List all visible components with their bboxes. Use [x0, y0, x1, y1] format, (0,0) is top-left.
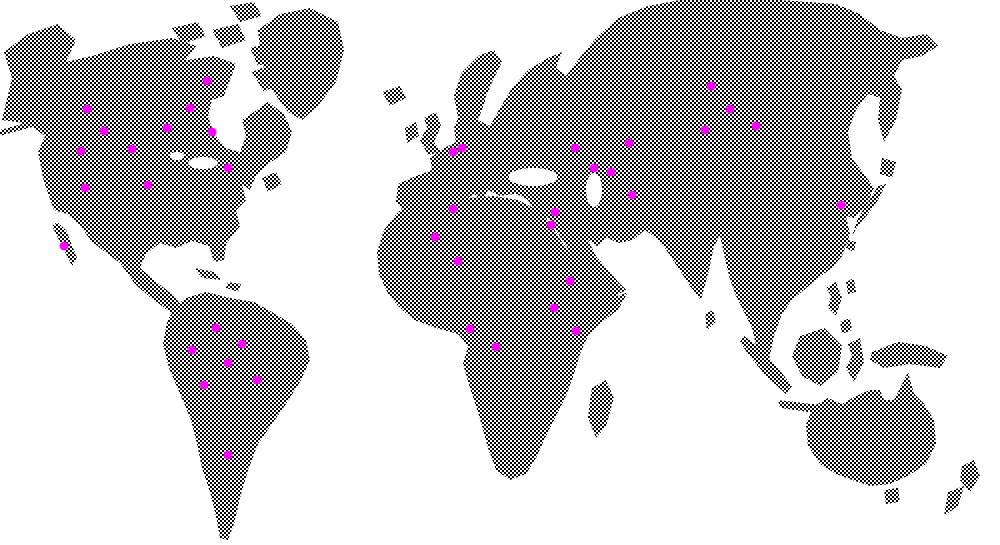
great-britain [420, 112, 441, 155]
great-lakes [188, 157, 218, 169]
location-marker[interactable] [491, 342, 501, 352]
taiwan [846, 278, 856, 294]
new-guinea [870, 342, 948, 368]
location-marker[interactable] [627, 190, 637, 200]
arctic-island [136, 46, 168, 72]
location-marker[interactable] [185, 103, 195, 113]
madagascar [588, 380, 614, 438]
location-marker[interactable] [211, 323, 221, 333]
location-marker[interactable] [202, 76, 212, 86]
location-marker[interactable] [606, 167, 616, 177]
location-marker[interactable] [80, 183, 90, 193]
location-marker[interactable] [430, 232, 440, 242]
location-marker[interactable] [453, 256, 463, 266]
continent-south-america [163, 292, 310, 540]
location-marker[interactable] [59, 241, 69, 251]
location-marker[interactable] [237, 339, 247, 349]
location-marker[interactable] [751, 121, 761, 131]
location-marker[interactable] [187, 345, 197, 355]
arctic-island [230, 2, 262, 22]
continent-africa [377, 194, 628, 480]
location-marker[interactable] [706, 81, 716, 91]
continent-eurasia [396, 0, 938, 368]
hispaniola [226, 282, 241, 292]
location-marker[interactable] [162, 123, 172, 133]
location-marker[interactable] [549, 303, 559, 313]
location-marker[interactable] [199, 380, 209, 390]
aleutian-islands [0, 120, 36, 136]
newfoundland [262, 172, 282, 192]
location-marker[interactable] [725, 104, 735, 114]
location-marker[interactable] [207, 127, 217, 137]
location-marker[interactable] [252, 375, 262, 385]
continent-australia [806, 372, 936, 486]
cuba [194, 268, 222, 280]
location-marker[interactable] [223, 450, 233, 460]
philippines [840, 318, 852, 334]
location-marker[interactable] [571, 326, 581, 336]
new-zealand-north [960, 460, 980, 492]
location-marker[interactable] [570, 143, 580, 153]
location-marker[interactable] [624, 138, 634, 148]
iceland [382, 86, 406, 106]
location-marker[interactable] [127, 144, 137, 154]
sulawesi [846, 338, 864, 382]
sumatra [740, 336, 792, 394]
japan-hokkaido [880, 158, 896, 178]
continents [0, 0, 980, 540]
location-marker[interactable] [836, 200, 846, 210]
japan-honshu [852, 184, 886, 236]
arctic-island [212, 24, 246, 48]
location-marker[interactable] [550, 207, 560, 217]
inland-water [170, 91, 602, 207]
location-marker[interactable] [223, 358, 233, 368]
greenland [258, 8, 344, 120]
tasmania [884, 488, 900, 504]
baltic-sea [485, 91, 495, 117]
location-marker[interactable] [76, 146, 86, 156]
ireland [405, 122, 419, 143]
continent-north-america [2, 24, 292, 317]
location-marker[interactable] [448, 204, 458, 214]
new-zealand-south [944, 486, 964, 516]
location-marker[interactable] [99, 126, 109, 136]
location-marker[interactable] [465, 324, 475, 334]
caspian-sea [586, 173, 602, 207]
borneo [792, 328, 842, 386]
location-marker[interactable] [589, 163, 599, 173]
sri-lanka [705, 310, 716, 330]
location-marker[interactable] [448, 147, 458, 157]
location-marker[interactable] [82, 104, 92, 114]
great-lakes [170, 152, 184, 160]
location-marker[interactable] [457, 143, 467, 153]
location-marker[interactable] [565, 276, 575, 286]
black-sea [509, 168, 557, 186]
philippines [826, 282, 842, 316]
location-marker[interactable] [223, 163, 233, 173]
location-marker[interactable] [546, 220, 556, 230]
japan-kyushu [846, 240, 856, 252]
location-marker[interactable] [700, 125, 710, 135]
arctic-island [172, 22, 206, 44]
location-marker[interactable] [143, 180, 153, 190]
